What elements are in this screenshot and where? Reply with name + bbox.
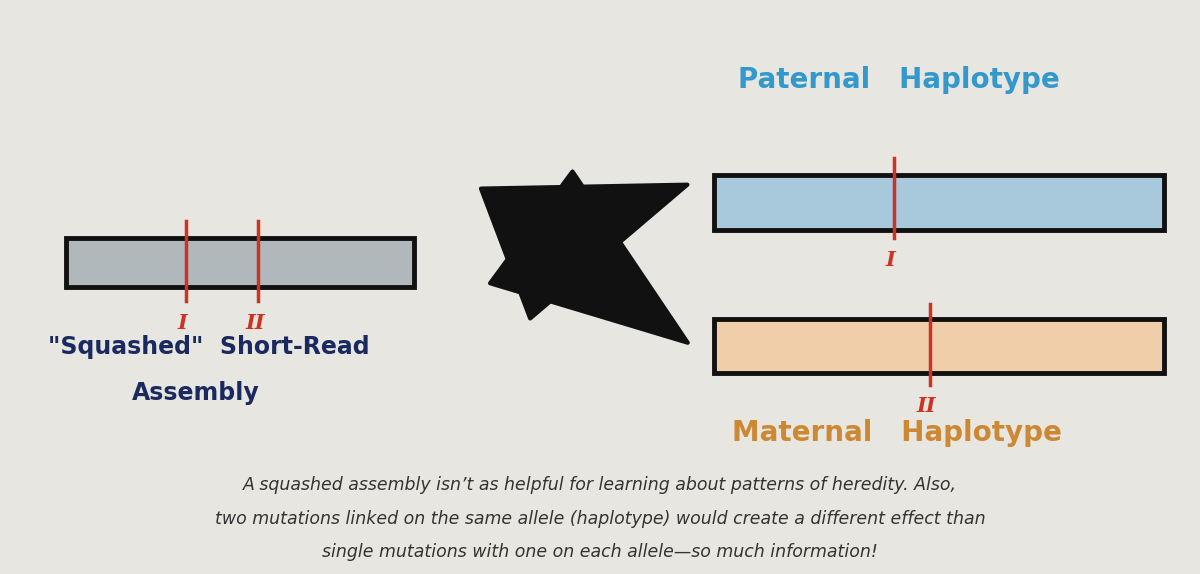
Text: Assembly: Assembly	[132, 381, 259, 405]
Text: I: I	[886, 250, 895, 270]
Text: Maternal   Haplotype: Maternal Haplotype	[732, 420, 1062, 447]
FancyBboxPatch shape	[66, 238, 414, 287]
Text: single mutations with one on each allele—so much information!: single mutations with one on each allele…	[322, 543, 878, 561]
Text: I: I	[178, 313, 187, 333]
Text: II: II	[917, 396, 936, 416]
FancyBboxPatch shape	[714, 319, 1164, 373]
Text: two mutations linked on the same allele (haplotype) would create a different eff: two mutations linked on the same allele …	[215, 510, 985, 529]
Text: A squashed assembly isn’t as helpful for learning about patterns of heredity. Al: A squashed assembly isn’t as helpful for…	[242, 476, 958, 494]
Text: "Squashed"  Short-Read: "Squashed" Short-Read	[48, 335, 370, 359]
Text: II: II	[246, 313, 265, 333]
Text: Paternal   Haplotype: Paternal Haplotype	[738, 67, 1060, 94]
FancyBboxPatch shape	[714, 175, 1164, 230]
